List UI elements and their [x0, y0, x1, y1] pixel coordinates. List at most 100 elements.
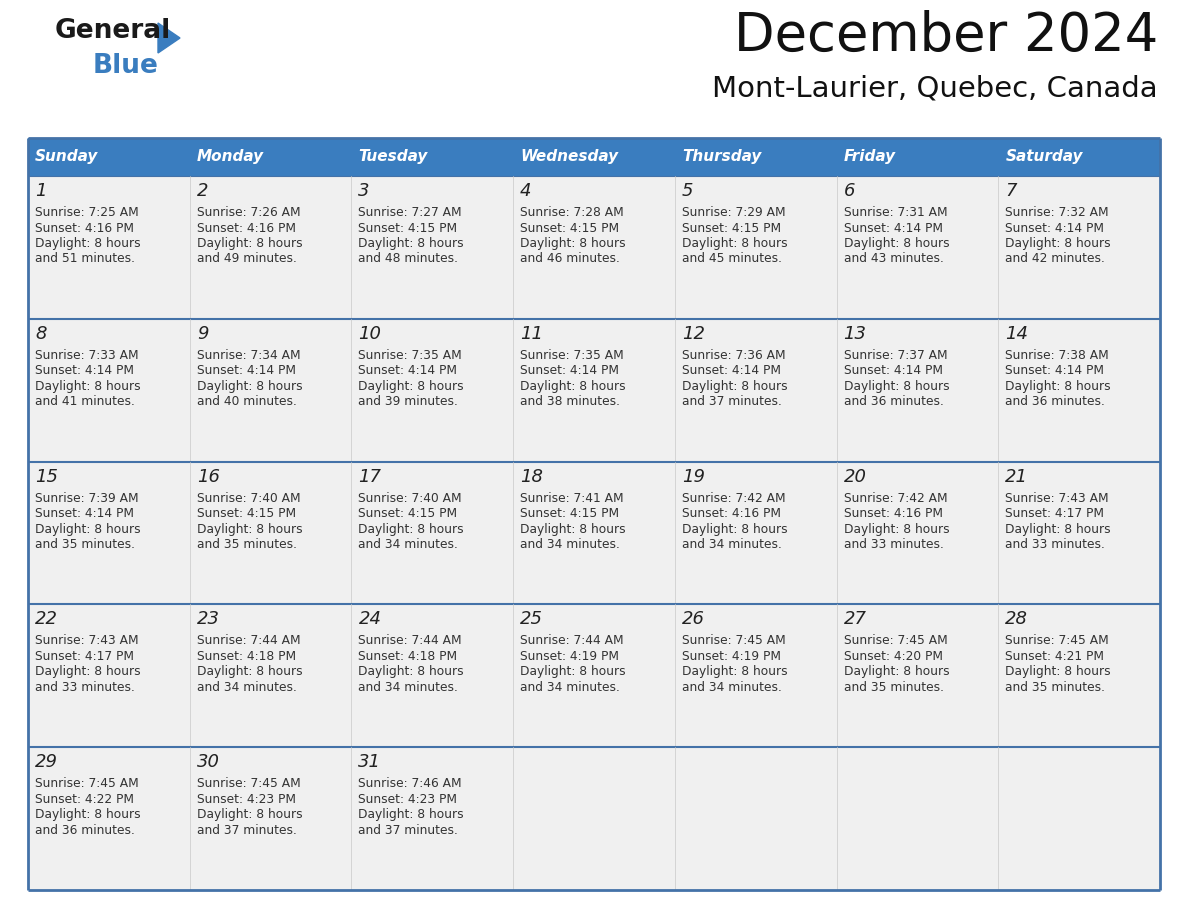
Text: 30: 30: [197, 753, 220, 771]
Text: 15: 15: [34, 467, 58, 486]
Text: 7: 7: [1005, 182, 1017, 200]
Text: 16: 16: [197, 467, 220, 486]
Bar: [352, 604, 513, 747]
Text: Daylight: 8 hours: Daylight: 8 hours: [359, 808, 465, 822]
Text: Sunrise: 7:42 AM: Sunrise: 7:42 AM: [682, 492, 785, 505]
Text: December 2024: December 2024: [734, 10, 1158, 62]
Bar: [836, 604, 998, 747]
Text: and 36 minutes.: and 36 minutes.: [1005, 396, 1105, 409]
Text: Daylight: 8 hours: Daylight: 8 hours: [359, 237, 465, 250]
Text: Sunrise: 7:44 AM: Sunrise: 7:44 AM: [359, 634, 462, 647]
Text: Sunset: 4:15 PM: Sunset: 4:15 PM: [682, 221, 781, 234]
Text: and 37 minutes.: and 37 minutes.: [197, 823, 297, 836]
Text: Sunrise: 7:44 AM: Sunrise: 7:44 AM: [197, 634, 301, 647]
Text: Daylight: 8 hours: Daylight: 8 hours: [359, 522, 465, 535]
Text: and 34 minutes.: and 34 minutes.: [520, 538, 620, 551]
Bar: [190, 319, 352, 462]
Bar: [675, 462, 836, 604]
Text: 25: 25: [520, 610, 543, 629]
Text: Daylight: 8 hours: Daylight: 8 hours: [197, 808, 302, 822]
Text: Sunset: 4:20 PM: Sunset: 4:20 PM: [843, 650, 942, 663]
Text: Sunset: 4:16 PM: Sunset: 4:16 PM: [197, 221, 296, 234]
Bar: [352, 176, 513, 319]
Text: Daylight: 8 hours: Daylight: 8 hours: [520, 522, 626, 535]
Text: Sunrise: 7:38 AM: Sunrise: 7:38 AM: [1005, 349, 1110, 362]
Text: Sunset: 4:14 PM: Sunset: 4:14 PM: [34, 364, 134, 377]
Text: Sunrise: 7:33 AM: Sunrise: 7:33 AM: [34, 349, 139, 362]
Text: Thursday: Thursday: [682, 150, 762, 164]
Text: Daylight: 8 hours: Daylight: 8 hours: [197, 380, 302, 393]
Text: Daylight: 8 hours: Daylight: 8 hours: [197, 237, 302, 250]
Text: and 43 minutes.: and 43 minutes.: [843, 252, 943, 265]
Text: Daylight: 8 hours: Daylight: 8 hours: [520, 380, 626, 393]
Text: Daylight: 8 hours: Daylight: 8 hours: [1005, 522, 1111, 535]
Bar: [836, 138, 998, 176]
Text: 20: 20: [843, 467, 866, 486]
Text: Sunrise: 7:32 AM: Sunrise: 7:32 AM: [1005, 206, 1108, 219]
Text: Sunrise: 7:34 AM: Sunrise: 7:34 AM: [197, 349, 301, 362]
Text: and 33 minutes.: and 33 minutes.: [843, 538, 943, 551]
Text: Daylight: 8 hours: Daylight: 8 hours: [359, 380, 465, 393]
Text: 18: 18: [520, 467, 543, 486]
Bar: [352, 462, 513, 604]
Bar: [29, 604, 190, 747]
Text: Sunset: 4:17 PM: Sunset: 4:17 PM: [1005, 507, 1105, 521]
Text: Sunrise: 7:45 AM: Sunrise: 7:45 AM: [843, 634, 947, 647]
Text: and 33 minutes.: and 33 minutes.: [34, 681, 135, 694]
Text: Daylight: 8 hours: Daylight: 8 hours: [682, 666, 788, 678]
Text: Daylight: 8 hours: Daylight: 8 hours: [34, 522, 140, 535]
Polygon shape: [158, 23, 181, 53]
Bar: [513, 176, 675, 319]
Text: and 35 minutes.: and 35 minutes.: [843, 681, 943, 694]
Text: and 36 minutes.: and 36 minutes.: [34, 823, 135, 836]
Text: Sunrise: 7:45 AM: Sunrise: 7:45 AM: [34, 778, 139, 790]
Text: Sunrise: 7:45 AM: Sunrise: 7:45 AM: [682, 634, 785, 647]
Text: and 34 minutes.: and 34 minutes.: [359, 538, 459, 551]
Bar: [29, 747, 190, 890]
Text: and 46 minutes.: and 46 minutes.: [520, 252, 620, 265]
Bar: [190, 138, 352, 176]
Text: Sunrise: 7:28 AM: Sunrise: 7:28 AM: [520, 206, 624, 219]
Text: Daylight: 8 hours: Daylight: 8 hours: [34, 237, 140, 250]
Text: Daylight: 8 hours: Daylight: 8 hours: [359, 666, 465, 678]
Text: and 33 minutes.: and 33 minutes.: [1005, 538, 1105, 551]
Text: and 34 minutes.: and 34 minutes.: [197, 681, 297, 694]
Text: Sunset: 4:19 PM: Sunset: 4:19 PM: [682, 650, 781, 663]
Text: Sunset: 4:15 PM: Sunset: 4:15 PM: [359, 221, 457, 234]
Text: Sunrise: 7:40 AM: Sunrise: 7:40 AM: [197, 492, 301, 505]
Bar: [998, 747, 1159, 890]
Text: 4: 4: [520, 182, 532, 200]
Text: Sunrise: 7:40 AM: Sunrise: 7:40 AM: [359, 492, 462, 505]
Text: Sunset: 4:17 PM: Sunset: 4:17 PM: [34, 650, 134, 663]
Text: 21: 21: [1005, 467, 1029, 486]
Text: 1: 1: [34, 182, 46, 200]
Text: Sunset: 4:14 PM: Sunset: 4:14 PM: [843, 221, 942, 234]
Text: Sunrise: 7:31 AM: Sunrise: 7:31 AM: [843, 206, 947, 219]
Text: Daylight: 8 hours: Daylight: 8 hours: [682, 237, 788, 250]
Text: 24: 24: [359, 610, 381, 629]
Text: 29: 29: [34, 753, 58, 771]
Text: Daylight: 8 hours: Daylight: 8 hours: [34, 380, 140, 393]
Text: Sunrise: 7:42 AM: Sunrise: 7:42 AM: [843, 492, 947, 505]
Bar: [836, 176, 998, 319]
Text: Daylight: 8 hours: Daylight: 8 hours: [682, 522, 788, 535]
Bar: [513, 138, 675, 176]
Text: Daylight: 8 hours: Daylight: 8 hours: [520, 666, 626, 678]
Text: Monday: Monday: [197, 150, 264, 164]
Text: Sunrise: 7:39 AM: Sunrise: 7:39 AM: [34, 492, 139, 505]
Text: Sunrise: 7:37 AM: Sunrise: 7:37 AM: [843, 349, 947, 362]
Text: Sunrise: 7:36 AM: Sunrise: 7:36 AM: [682, 349, 785, 362]
Text: and 37 minutes.: and 37 minutes.: [359, 823, 459, 836]
Text: Sunset: 4:14 PM: Sunset: 4:14 PM: [1005, 221, 1105, 234]
Text: Sunset: 4:23 PM: Sunset: 4:23 PM: [359, 793, 457, 806]
Text: Daylight: 8 hours: Daylight: 8 hours: [34, 666, 140, 678]
Text: and 39 minutes.: and 39 minutes.: [359, 396, 459, 409]
Text: 31: 31: [359, 753, 381, 771]
Text: Sunset: 4:14 PM: Sunset: 4:14 PM: [682, 364, 781, 377]
Text: Sunset: 4:14 PM: Sunset: 4:14 PM: [843, 364, 942, 377]
Text: Sunrise: 7:41 AM: Sunrise: 7:41 AM: [520, 492, 624, 505]
Bar: [190, 604, 352, 747]
Text: Sunset: 4:15 PM: Sunset: 4:15 PM: [520, 221, 619, 234]
Text: 9: 9: [197, 325, 208, 342]
Text: Wednesday: Wednesday: [520, 150, 618, 164]
